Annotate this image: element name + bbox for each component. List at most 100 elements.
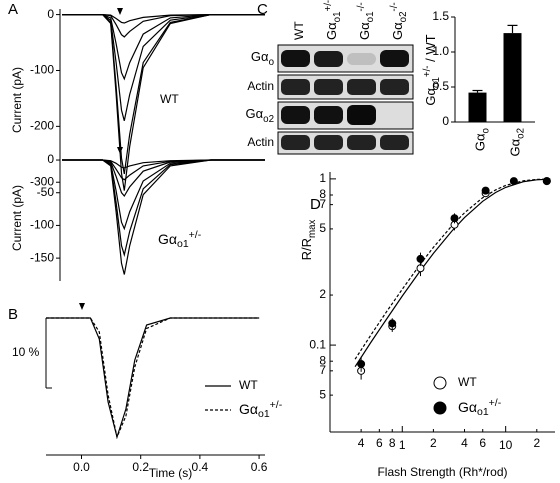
lane-label: Gαo1+/- — [323, 0, 343, 40]
y-tick-label: 5 — [319, 387, 326, 401]
x-tick-label: 8 — [389, 436, 396, 450]
x-axis-label: Flash Strength (Rh*/rod) — [377, 465, 507, 479]
scale-bar-label: 10 % — [12, 345, 40, 359]
annotation: Gαo1+/- — [158, 229, 202, 250]
x-tick-label: 0.2 — [132, 460, 149, 474]
text-part: o1 — [477, 406, 489, 418]
x-tick-label: 0.0 — [73, 460, 90, 474]
blot-band — [314, 106, 343, 124]
trace — [62, 159, 265, 258]
row-label: Gαo — [251, 49, 275, 67]
y-tick-label: -100 — [30, 63, 54, 77]
blot-band — [347, 53, 376, 65]
y-tick-label: 0 — [47, 7, 54, 21]
text-part: o1 — [365, 12, 376, 23]
text-part: Gα — [357, 22, 372, 40]
annotation: WT — [160, 92, 179, 106]
panel-label: A — [8, 1, 18, 18]
x-tick-label: Gαo2 — [508, 128, 526, 157]
blot-band — [347, 79, 376, 95]
text-part: Gα — [246, 106, 264, 121]
y-axis-label: Current (pA) — [10, 67, 24, 133]
y-tick-label: 1.0 — [432, 44, 449, 58]
panel-label: D — [310, 196, 321, 213]
y-tick-label: -150 — [30, 250, 54, 264]
x-tick-label: 0.6 — [251, 460, 268, 474]
text-part: Gα — [423, 87, 438, 105]
text-part: Gα — [239, 401, 258, 417]
y-tick-label: 1.5 — [432, 9, 449, 23]
x-tick-label: 10 — [499, 438, 513, 452]
text-part: o1 — [332, 12, 343, 23]
x-tick-label: 4 — [358, 436, 365, 450]
x-tick-label: Gαo — [473, 127, 491, 151]
text-part: +/- — [489, 397, 502, 409]
y-tick-label: 0 — [442, 114, 449, 128]
legend-marker — [433, 376, 447, 390]
blot-band — [314, 135, 343, 150]
text-part: o1 — [177, 238, 189, 250]
blot-band — [281, 106, 310, 124]
y-tick-label: -100 — [30, 218, 54, 232]
legend-label: Gαo1+/- — [458, 397, 502, 418]
text-part: R/R — [299, 238, 314, 260]
point — [416, 254, 425, 263]
blot-band — [281, 135, 310, 150]
text-part: max — [307, 219, 318, 238]
x-tick-label: 2 — [430, 436, 437, 450]
panel-label: B — [8, 306, 18, 323]
y-tick-label: -300 — [30, 174, 54, 188]
text-part: o1 — [431, 77, 442, 88]
trace — [62, 14, 265, 81]
y-axis-label: R/Rmax — [299, 219, 317, 260]
blot-band — [347, 105, 376, 125]
western-blot — [277, 44, 414, 155]
blot-band — [281, 50, 310, 67]
y-tick-label: -200 — [30, 119, 54, 133]
text-part: Gα — [324, 22, 339, 40]
fit-line — [354, 178, 551, 360]
text-part: o2 — [515, 128, 526, 139]
legend-label: Gαo1+/- — [239, 399, 283, 420]
y-axis-label: Gαo1+/- / WT — [422, 34, 442, 105]
y-tick-label: -50 — [37, 185, 55, 199]
text-part: o2 — [398, 12, 409, 23]
trace — [46, 317, 260, 439]
blot-band — [380, 79, 409, 95]
point — [450, 214, 459, 223]
trace — [62, 159, 265, 275]
text-part: Gα — [473, 133, 488, 151]
y-tick-label: 0.1 — [309, 337, 326, 351]
y-axis-label: Current (pA) — [10, 185, 24, 251]
legend-label: WT — [458, 375, 477, 389]
point — [509, 177, 518, 186]
y-tick-label: 8 — [319, 353, 326, 367]
legend-marker — [433, 401, 447, 415]
text-part: Gα — [508, 138, 523, 156]
point — [481, 186, 490, 195]
text-part: / WT — [423, 34, 438, 65]
text-part: Gα — [390, 22, 405, 40]
blot-band — [347, 135, 376, 150]
flash-marker — [79, 303, 85, 310]
lane-label: WT — [292, 21, 306, 40]
row-label: Gαo2 — [246, 106, 275, 124]
y-tick-label: 0.5 — [432, 79, 449, 93]
x-tick-label: 4 — [461, 436, 468, 450]
row-label: Actin — [247, 79, 274, 93]
bar — [468, 92, 487, 122]
text-part: +/- — [323, 0, 334, 12]
y-tick-label: 1 — [319, 171, 326, 185]
lane-label: Gαo1-/- — [356, 2, 376, 40]
fit-line — [354, 178, 551, 368]
x-tick-label: 2 — [533, 436, 540, 450]
x-axis-label: Time (s) — [149, 466, 193, 480]
point — [542, 177, 551, 186]
trace — [62, 159, 265, 198]
text-part: o2 — [263, 114, 274, 125]
trace — [62, 14, 265, 121]
trace — [46, 317, 260, 440]
text-part: +/- — [422, 65, 433, 77]
